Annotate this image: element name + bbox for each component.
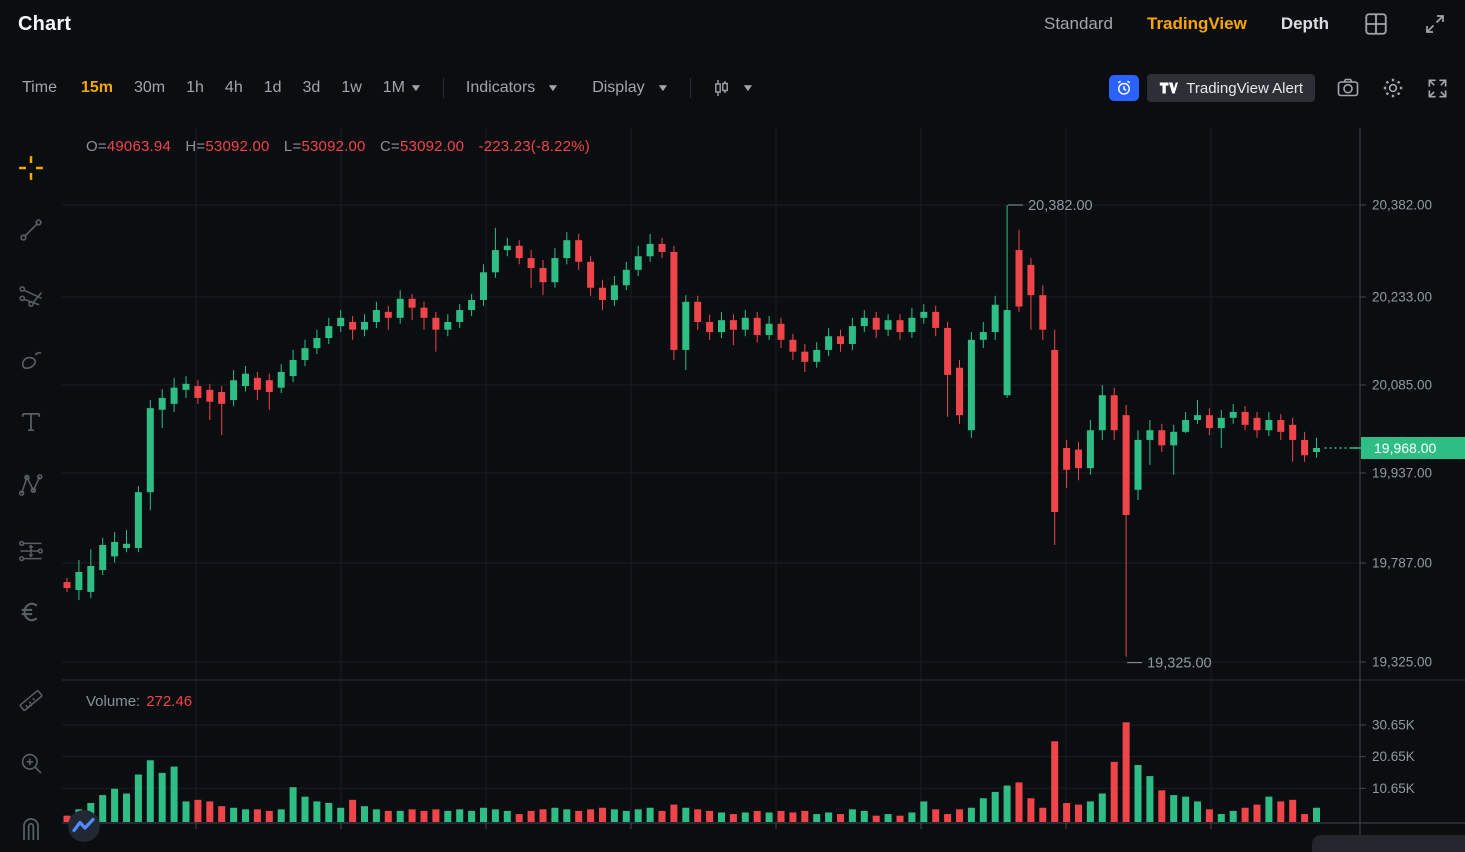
long-short-position-tool[interactable] — [15, 535, 47, 567]
svg-text:19,787.00: 19,787.00 — [1372, 556, 1432, 571]
svg-text:19,968.00: 19,968.00 — [1374, 440, 1436, 456]
interval-1d[interactable]: 1d — [263, 79, 282, 96]
candle-style-menu[interactable]: ▼ — [713, 79, 754, 97]
extreme-annotations: 20,382.00 19,325.00 — [1008, 198, 1212, 672]
tab-tradingview[interactable]: TradingView — [1147, 14, 1247, 33]
candlestick-chart[interactable]: 20,382.00 20,233.00 20,085.00 19,937.00 19,7… — [0, 112, 1465, 852]
interval-1h[interactable]: 1h — [186, 79, 204, 96]
alarm-clock-icon — [1118, 80, 1131, 95]
expand-icon[interactable] — [1423, 12, 1447, 36]
tradingview-alert-button[interactable]: TradingView Alert — [1147, 74, 1315, 102]
candles-layer — [63, 205, 1320, 657]
tradingview-logo-icon — [1160, 82, 1179, 94]
pane-borders — [62, 128, 1465, 852]
ruler-tool[interactable] — [15, 684, 47, 716]
chart-grid — [62, 128, 1360, 823]
magnet-tool[interactable] — [15, 810, 47, 842]
current-price: 19,968.00 — [1324, 437, 1465, 459]
trend-line-tool[interactable] — [15, 214, 47, 246]
toolbar-divider — [442, 78, 444, 98]
svg-text:20,233.00: 20,233.00 — [1372, 290, 1432, 305]
svg-text:20.65K: 20.65K — [1372, 749, 1415, 764]
interval-selector: 15m 30m 1h 4h 1d 3d 1w 1M — [81, 79, 405, 97]
zoom-in-tool[interactable] — [15, 747, 47, 779]
drawing-toolbar — [0, 112, 62, 852]
scrollbar-thumb[interactable] — [1312, 835, 1465, 852]
volume-bars — [63, 722, 1320, 822]
interval-more-caret[interactable]: ▼ — [409, 82, 423, 94]
grid-layout-icon[interactable] — [1363, 11, 1389, 37]
interval-4h[interactable]: 4h — [224, 79, 243, 96]
crosshair-tool[interactable] — [15, 152, 47, 184]
interval-1M[interactable]: 1M — [382, 79, 405, 96]
time-label: Time — [22, 79, 57, 96]
tradingview-watermark-logo[interactable] — [68, 810, 100, 842]
toolbar-divider — [689, 78, 691, 98]
currency-euro-tool[interactable] — [15, 596, 47, 628]
fullscreen-icon[interactable] — [1426, 77, 1449, 100]
svg-text:19,325.00: 19,325.00 — [1372, 655, 1432, 670]
svg-text:19,325.00: 19,325.00 — [1147, 656, 1212, 672]
chart-header: Chart Standard TradingView Depth — [0, 0, 1465, 48]
display-menu[interactable]: Display ▼ — [592, 79, 670, 96]
text-tool[interactable] — [15, 406, 47, 438]
svg-text:19,937.00: 19,937.00 — [1372, 466, 1432, 481]
chart-toolbar: Time 15m 30m 1h 4h 1d 3d 1w 1M ▼ Indicators ▼ Di… — [0, 64, 1465, 112]
svg-text:20,382.00: 20,382.00 — [1372, 198, 1432, 213]
alarm-clock-button[interactable] — [1109, 75, 1140, 101]
price-axis[interactable]: 20,382.00 20,233.00 20,085.00 19,937.00 19,7… — [1360, 198, 1432, 796]
xabcd-pattern-tool[interactable] — [15, 469, 47, 501]
brush-tool[interactable] — [15, 344, 47, 376]
interval-15m[interactable]: 15m — [80, 79, 113, 96]
svg-text:30.65K: 30.65K — [1372, 717, 1415, 732]
gann-fan-tool[interactable] — [15, 280, 47, 312]
settings-gear-icon[interactable] — [1381, 76, 1405, 100]
tab-standard[interactable]: Standard — [1044, 14, 1113, 33]
tab-depth[interactable]: Depth — [1280, 14, 1329, 33]
indicators-menu[interactable]: Indicators ▼ — [465, 79, 561, 96]
candlestick-icon — [714, 80, 728, 96]
svg-text:20,382.00: 20,382.00 — [1028, 198, 1093, 214]
svg-text:10.65K: 10.65K — [1372, 781, 1415, 796]
svg-text:20,085.00: 20,085.00 — [1372, 378, 1432, 393]
page-title: Chart — [18, 12, 72, 35]
interval-3d[interactable]: 3d — [302, 79, 321, 96]
camera-icon[interactable] — [1336, 76, 1360, 100]
interval-30m[interactable]: 30m — [134, 79, 166, 96]
interval-1w[interactable]: 1w — [341, 79, 362, 96]
